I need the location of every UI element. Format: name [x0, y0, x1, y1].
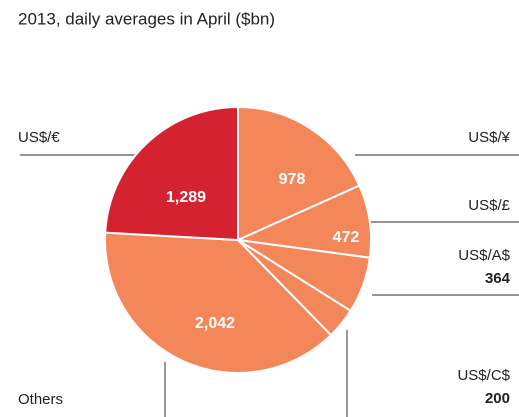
- value-label: 2,042: [195, 315, 235, 332]
- value-label: 364: [485, 270, 511, 287]
- category-label: US$/¥: [468, 129, 510, 146]
- chart-subtitle: 2013, daily averages in April ($bn): [18, 9, 275, 28]
- value-label: 472: [333, 229, 360, 246]
- category-label: US$/£: [468, 197, 510, 214]
- category-label: Others: [18, 391, 63, 408]
- pie-slice: [104, 105, 239, 242]
- pie-slice: [237, 105, 361, 242]
- value-label: 978: [279, 171, 306, 188]
- pie-slice: [104, 231, 333, 374]
- category-label: US$/€: [18, 129, 60, 146]
- value-label: 1,289: [166, 189, 206, 206]
- category-label: US$/A$: [458, 247, 510, 264]
- value-label: 200: [485, 390, 510, 407]
- category-label: US$/C$: [457, 367, 510, 384]
